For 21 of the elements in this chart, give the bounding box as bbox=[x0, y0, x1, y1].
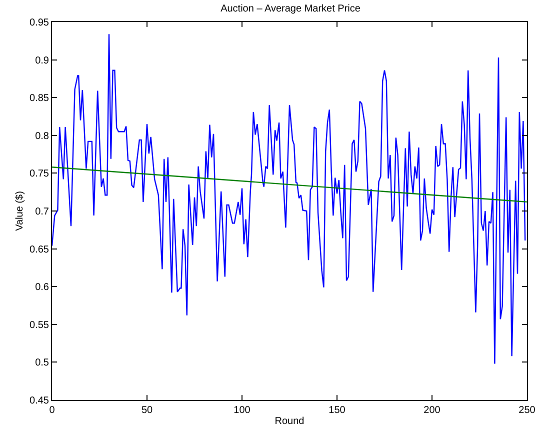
y-tick-label: 0.8 bbox=[35, 130, 50, 142]
y-tick-label: 0.9 bbox=[35, 55, 50, 66]
y-tick-label: 0.6 bbox=[35, 282, 50, 294]
y-tick-label: 0.85 bbox=[30, 93, 50, 104]
x-tick-label: 200 bbox=[424, 405, 441, 416]
x-tick-label: 250 bbox=[518, 405, 536, 416]
line-series bbox=[52, 34, 526, 364]
x-axis-title: Round bbox=[274, 416, 304, 427]
y-tick-label: 0.75 bbox=[30, 168, 50, 180]
y-tick-label: 0.45 bbox=[30, 396, 50, 406]
y-tick-label: 0.65 bbox=[30, 244, 50, 256]
y-tick-label: 0.7 bbox=[35, 206, 50, 218]
x-tick-label: 100 bbox=[234, 405, 251, 416]
x-tick-label: 50 bbox=[141, 405, 153, 416]
y-axis-title: Value ($) bbox=[14, 191, 26, 231]
x-tick-label: 150 bbox=[328, 405, 346, 416]
y-tick-label: 0.55 bbox=[30, 320, 50, 331]
chart-title: Auction – Average Market Price bbox=[220, 4, 361, 14]
y-tick-label: 0.5 bbox=[35, 358, 50, 369]
y-tick-label: 0.95 bbox=[30, 18, 50, 28]
x-tick-label: 0 bbox=[49, 405, 56, 416]
